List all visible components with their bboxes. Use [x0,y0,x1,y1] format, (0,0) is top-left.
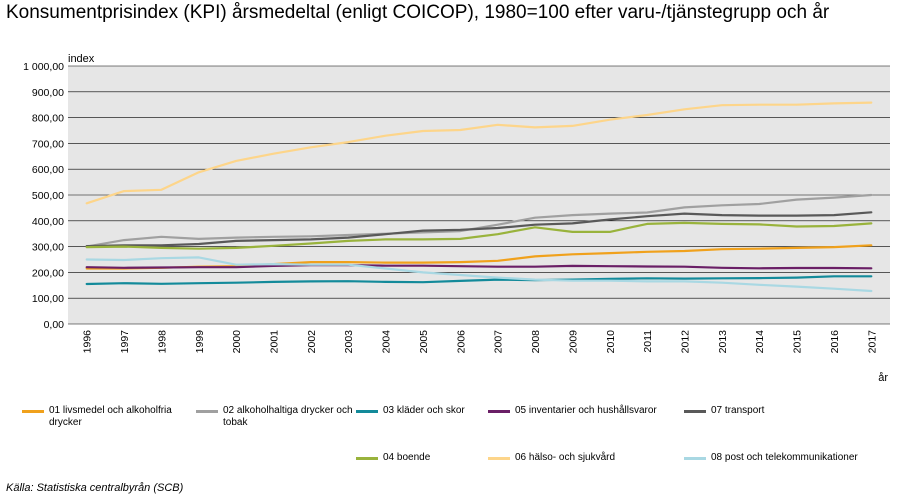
series-line [85,264,873,270]
legend-label: 04 boende [383,452,431,463]
y-tick-label: 100,00 [32,293,64,305]
x-tick-label: 1996 [82,330,94,354]
x-tick-label: 1998 [156,330,168,354]
x-tick-label: 2002 [306,330,318,354]
x-tick-label: 1997 [119,330,131,354]
legend-label: 06 hälso- och sjukvård [515,452,616,463]
legend-item: 05 inventarier och hushållsvaror [488,405,678,417]
series-line [85,101,873,205]
y-tick-label: 600,00 [32,164,64,176]
y-axis-label: index [68,53,95,65]
x-tick-label: 2012 [680,330,692,354]
legend-item: 07 transport [684,405,804,417]
legend-item: 06 hälso- och sjukvård [488,452,678,464]
x-tick-label: 2017 [866,330,878,354]
legend-label: 03 kläder och skor [383,405,465,416]
y-tick-label: 800,00 [32,113,64,125]
x-tick-label: 2007 [493,330,505,354]
legend-swatch [488,410,510,413]
y-tick-label: 500,00 [32,190,64,202]
x-tick-label: 1999 [194,330,206,354]
legend-label: 02 alkoholhaltiga drycker och tobak [223,405,353,428]
legend-label: 01 livsmedel och alkoholfria drycker [49,405,172,428]
legend-swatch [684,457,706,460]
legend-item: 02 alkoholhaltiga drycker och tobak [196,405,356,429]
legend-item: 01 livsmedel och alkoholfria drycker [22,405,192,429]
legend-label: 07 transport [711,405,765,416]
x-tick-label: 2003 [343,330,355,354]
y-tick-label: 300,00 [32,242,64,254]
y-tick-label: 400,00 [32,216,64,228]
legend-swatch [196,410,218,413]
x-tick-label: 2014 [754,330,766,354]
legend-item: 03 kläder och skor [356,405,486,417]
legend-swatch [22,410,44,413]
x-tick-label: 2006 [455,330,467,354]
x-tick-label: 2005 [418,330,430,354]
y-tick-label: 900,00 [32,87,64,99]
series-line [85,275,873,286]
y-tick-label: 1 000,00 [23,61,64,73]
x-tick-label: 2001 [269,330,281,354]
legend-item: 04 boende [356,452,486,464]
y-tick-label: 200,00 [32,267,64,279]
series-line [85,256,873,293]
y-tick-label: 0,00 [44,319,65,331]
chart-title: Konsumentprisindex (KPI) årsmedeltal (en… [6,2,830,23]
x-tick-label: 2009 [567,330,579,354]
x-tick-label: 2010 [605,330,617,354]
series-line [85,211,873,248]
legend-swatch [356,457,378,460]
source-note: Källa: Statistiska centralbyrån (SCB) [6,482,184,494]
x-tick-label: 2000 [231,330,243,354]
x-tick-label: 2011 [642,330,654,353]
legend-item: 08 post och telekommunikationer [684,452,894,464]
legend-label: 08 post och telekommunikationer [711,452,858,463]
series-line [85,221,873,250]
x-tick-label: 2013 [717,330,729,354]
legend-swatch [488,457,510,460]
x-tick-label: 2015 [792,330,804,354]
y-tick-label: 700,00 [32,138,64,150]
x-tick-label: 2016 [829,330,841,354]
legend-swatch [356,410,378,413]
legend-swatch [684,410,706,413]
x-tick-label: 2004 [381,330,393,354]
x-axis-label: år [878,372,888,384]
legend-label: 05 inventarier och hushållsvaror [515,405,657,416]
x-tick-label: 2008 [530,330,542,354]
